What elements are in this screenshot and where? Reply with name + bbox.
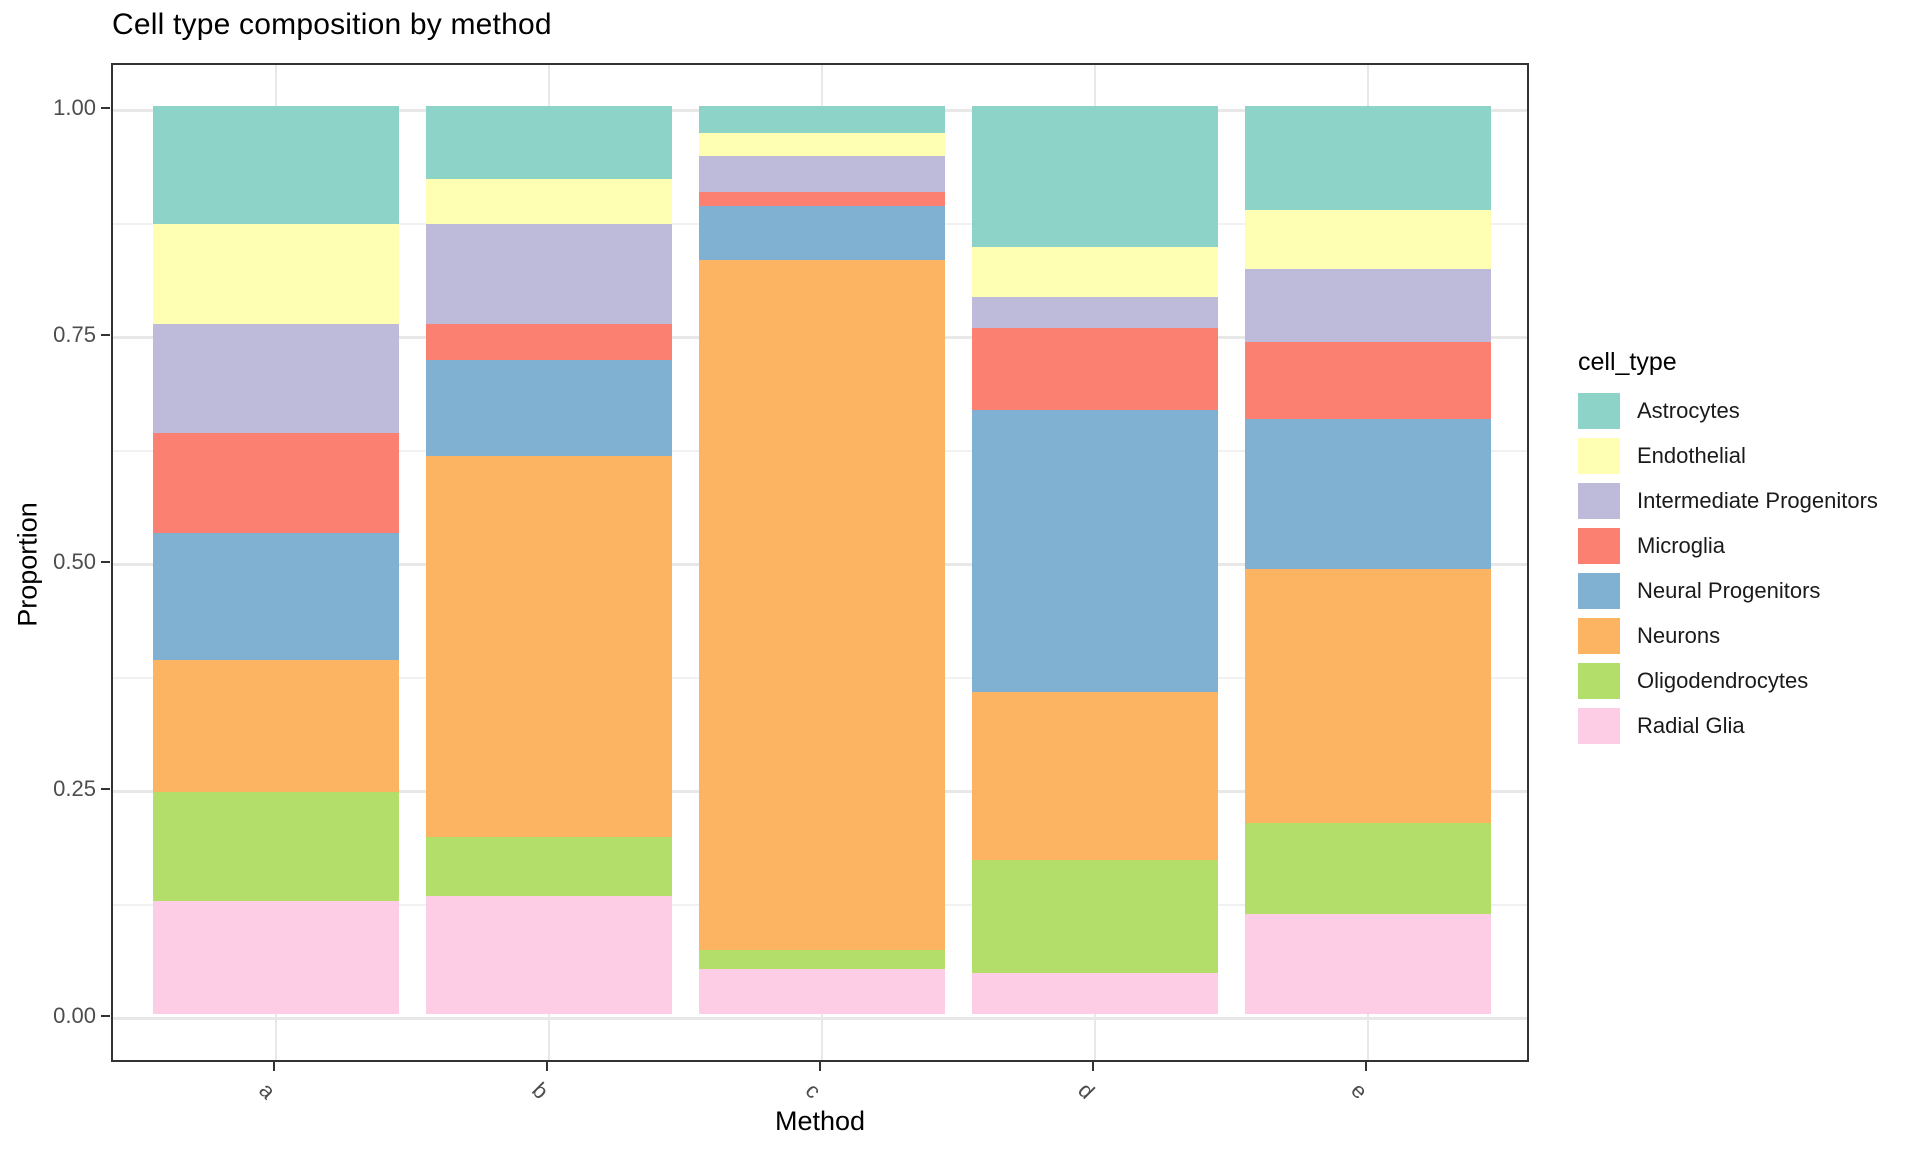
legend-swatch-oligodendrocytes <box>1578 663 1620 699</box>
bar-d <box>972 106 1219 1014</box>
bar-segment <box>425 360 672 456</box>
bar-segment <box>1245 419 1492 570</box>
bar-segment <box>1245 342 1492 420</box>
bar-segment <box>972 296 1219 329</box>
bar-a <box>152 106 399 1014</box>
legend-item: Neurons <box>1578 618 1878 654</box>
bar-segment <box>1245 914 1492 1014</box>
bar-segment <box>425 224 672 324</box>
legend-item: Oligodendrocytes <box>1578 663 1878 699</box>
legend-swatch-intermediate-progenitors <box>1578 483 1620 519</box>
x-tick-label: d <box>1073 1077 1100 1104</box>
legend-label: Microglia <box>1637 533 1726 558</box>
legend-items: Astrocytes Endothelial Intermediate Progen… <box>1578 393 1878 744</box>
legend-label: Astrocytes <box>1637 398 1740 423</box>
bar-segment <box>698 205 945 261</box>
bar-segment <box>152 224 399 324</box>
x-tick-label: a <box>253 1077 281 1104</box>
bar-segment <box>972 246 1219 297</box>
y-tick-label: 0.50 <box>53 549 96 574</box>
bar-segment <box>152 791 399 901</box>
bar-segment <box>972 106 1219 247</box>
plot-title: Cell type composition by method <box>112 8 552 41</box>
legend-label: Intermediate Progenitors <box>1637 488 1878 513</box>
bar-segment <box>425 836 672 896</box>
bar-segment <box>1245 106 1492 211</box>
legend-label: Neural Progenitors <box>1637 578 1821 603</box>
bar-segment <box>972 973 1219 1014</box>
bar-segment <box>152 323 399 433</box>
bar-segment <box>972 410 1219 692</box>
bar-segment <box>152 532 399 660</box>
bar-segment <box>152 432 399 533</box>
legend-label: Radial Glia <box>1637 713 1745 738</box>
legend-swatch-radial-glia <box>1578 708 1620 744</box>
bar-segment <box>698 106 945 134</box>
bar-segment <box>698 133 945 156</box>
x-tick <box>1092 1062 1095 1071</box>
bar-segment <box>152 106 399 225</box>
y-tick <box>101 107 110 109</box>
legend-item: Endothelial <box>1578 438 1878 474</box>
y-tick <box>101 561 110 563</box>
bar-segment <box>698 968 945 1014</box>
bar-segment <box>1245 210 1492 270</box>
x-tick <box>818 1062 821 1071</box>
bar-segment <box>152 659 399 792</box>
legend-label: Oligodendrocytes <box>1637 668 1809 693</box>
legend-item: Radial Glia <box>1578 708 1878 744</box>
legend-item: Neural Progenitors <box>1578 573 1878 609</box>
bar-c <box>698 106 945 1014</box>
bar-e <box>1245 106 1492 1014</box>
major-gridline <box>113 1017 1527 1020</box>
bar-segment <box>698 155 945 193</box>
legend-title: cell_type <box>1578 348 1677 376</box>
legend-item: Intermediate Progenitors <box>1578 483 1878 519</box>
legend-swatch-microglia <box>1578 528 1620 564</box>
bar-segment <box>152 900 399 1014</box>
bar-segment <box>972 691 1219 860</box>
y-tick-label: 0.75 <box>53 322 96 347</box>
y-tick <box>101 334 110 336</box>
legend-label: Neurons <box>1637 623 1721 648</box>
legend-label: Endothelial <box>1637 443 1746 468</box>
bar-segment <box>425 455 672 837</box>
bar-segment <box>425 895 672 1014</box>
y-tick <box>101 788 110 790</box>
x-tick-label: b <box>526 1077 554 1104</box>
bar-segment <box>425 106 672 179</box>
y-tick-label: 0.00 <box>53 1003 96 1028</box>
bar-segment <box>1245 569 1492 824</box>
bar-b <box>425 106 672 1014</box>
legend-swatch-neurons <box>1578 618 1620 654</box>
x-tick-label: c <box>800 1077 826 1104</box>
legend-item: Microglia <box>1578 528 1878 564</box>
bar-segment <box>698 260 945 951</box>
x-tick <box>545 1062 548 1071</box>
x-tick <box>1365 1062 1368 1071</box>
legend-swatch-astrocytes <box>1578 393 1620 429</box>
y-tick <box>101 1015 110 1017</box>
x-axis-title: Method <box>774 1106 866 1136</box>
legend-item: Astrocytes <box>1578 393 1878 429</box>
legend-swatch-endothelial <box>1578 438 1620 474</box>
bar-segment <box>1245 269 1492 343</box>
bar-segment <box>698 192 945 206</box>
bar-segment <box>698 950 945 969</box>
legend-swatch-neural-progenitors <box>1578 573 1620 609</box>
legend: cell_type Astrocytes Endothelial Intermedi… <box>1578 348 1878 753</box>
y-tick-label: 0.25 <box>53 776 96 801</box>
bar-segment <box>425 178 672 225</box>
plot-panel <box>111 63 1529 1062</box>
bar-segment <box>425 323 672 361</box>
bar-segment <box>972 859 1219 974</box>
bar-segment <box>972 328 1219 411</box>
y-tick-label: 1.00 <box>53 95 96 120</box>
x-tick <box>272 1062 275 1071</box>
bar-segment <box>1245 823 1492 915</box>
x-tick-label: e <box>1346 1077 1373 1104</box>
